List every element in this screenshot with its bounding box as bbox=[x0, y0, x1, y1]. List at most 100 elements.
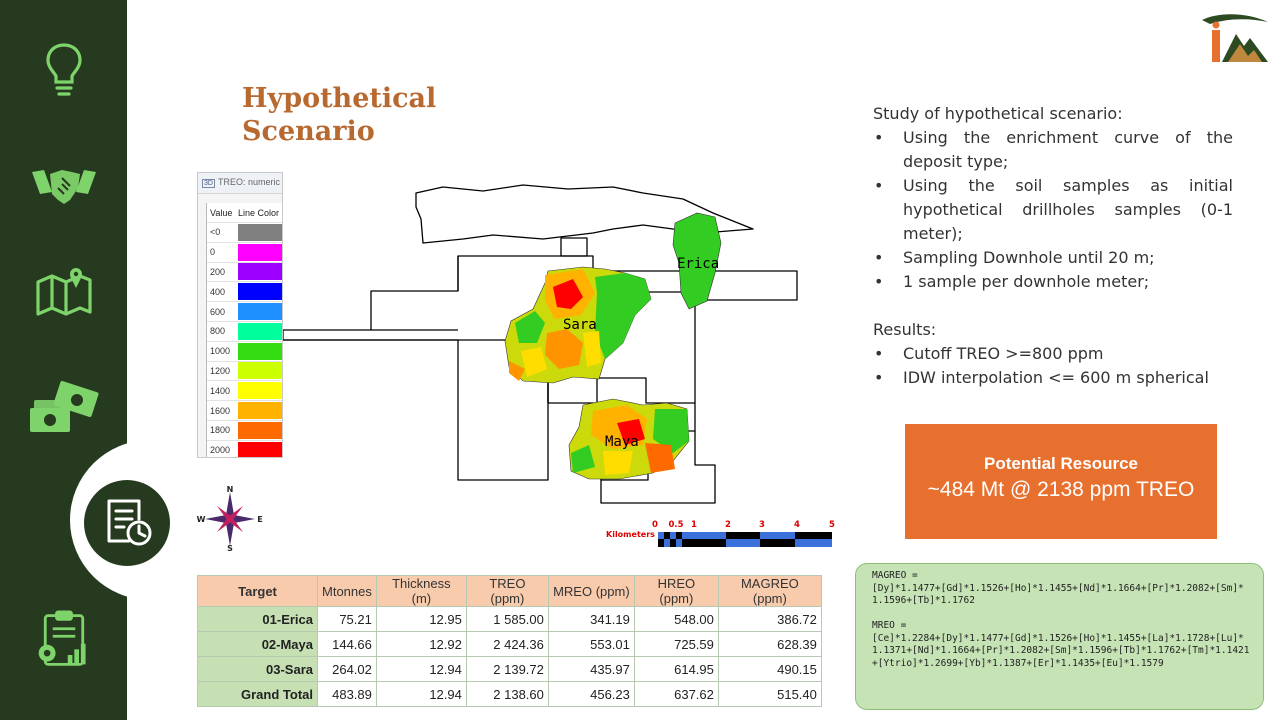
legend-table: Value Line Color <0 0 200 400 600 800 1000 1200… bbox=[206, 203, 282, 457]
legend-value: 1000 bbox=[210, 346, 231, 357]
legend-row: 1400 bbox=[207, 381, 282, 402]
maya-deposit bbox=[568, 398, 690, 480]
magreo-formula: [Dy]*1.1477+[Gd]*1.1526+[Ho]*1.1455+[Nd]… bbox=[872, 582, 1244, 607]
legend-value: 2000 bbox=[210, 445, 231, 456]
handshake-icon[interactable] bbox=[26, 158, 102, 218]
north-arrow-compass: N S W E bbox=[197, 485, 263, 553]
table-cell: 2 139.72 bbox=[465, 656, 549, 682]
clipboard-gear-chart-icon[interactable] bbox=[26, 610, 102, 670]
legend-row: 400 bbox=[207, 282, 282, 303]
legend-value: 800 bbox=[210, 326, 226, 337]
table-cell: 2 424.36 bbox=[465, 631, 549, 657]
active-section-indicator bbox=[84, 480, 170, 566]
sidebar bbox=[0, 0, 127, 720]
deposit-map: Erica Sara Maya bbox=[283, 184, 798, 504]
results-heading: Results: bbox=[873, 320, 937, 339]
table-cell: 75.21 bbox=[317, 606, 377, 632]
table-cell: 1 585.00 bbox=[465, 606, 549, 632]
study-list: Using the enrichment curve of the deposi… bbox=[873, 126, 1233, 294]
table-header-cell: MREO (ppm) bbox=[547, 575, 635, 607]
map-label-erica: Erica bbox=[677, 256, 719, 272]
map-boundary-small-notch bbox=[560, 237, 588, 257]
legend-swatch bbox=[238, 382, 282, 400]
legend-swatch bbox=[238, 303, 282, 321]
table-row: 03-Sara 264.02 12.94 2 139.72 435.97 614.95 49… bbox=[197, 656, 822, 682]
legend-row: 1000 bbox=[207, 342, 282, 362]
legend-value: 0 bbox=[210, 247, 216, 258]
map-boundary-west-2 bbox=[283, 330, 549, 481]
legend-row: <0 bbox=[207, 223, 282, 243]
table-cell: 553.01 bbox=[547, 631, 635, 657]
money-icon[interactable] bbox=[26, 380, 102, 440]
legend-swatch bbox=[238, 441, 282, 457]
table-header-cell: TREO (ppm) bbox=[465, 575, 549, 607]
table-cell: 725.59 bbox=[633, 631, 719, 657]
sara-deposit bbox=[504, 266, 652, 384]
legend-value: 1400 bbox=[210, 385, 231, 396]
scale-bar: 0 0.5 1 2 3 4 5 Kilometers bbox=[606, 520, 835, 547]
legend-row: 1600 bbox=[207, 401, 282, 421]
potential-resource-box: Potential Resource ~484 Mt @ 2138 ppm TR… bbox=[905, 424, 1217, 539]
table-cell: 12.94 bbox=[375, 681, 467, 707]
table-cell: 628.39 bbox=[717, 631, 822, 657]
legend-row: 800 bbox=[207, 322, 282, 342]
resource-table: Target Mtonnes Thickness (m) TREO (ppm) … bbox=[197, 575, 822, 707]
legend-value-header: Value bbox=[210, 207, 233, 218]
table-cell: 12.92 bbox=[375, 631, 467, 657]
table-cell: 515.40 bbox=[717, 681, 822, 707]
legend-swatch bbox=[238, 243, 282, 261]
list-item: Cutoff TREO >=800 ppm bbox=[873, 342, 1233, 366]
legend-value: 600 bbox=[210, 306, 226, 317]
legend-value: 1200 bbox=[210, 365, 231, 376]
map-icon[interactable] bbox=[26, 262, 102, 322]
table-header-row: Target Mtonnes Thickness (m) TREO (ppm) … bbox=[197, 575, 822, 607]
scale-unit-label: Kilometers bbox=[606, 530, 655, 539]
legend-swatch bbox=[238, 263, 282, 281]
table-row: 02-Maya 144.66 12.92 2 424.36 553.01 725.59 62… bbox=[197, 631, 822, 657]
magreo-label: MAGREO = bbox=[872, 570, 918, 581]
table-cell: 637.62 bbox=[633, 681, 719, 707]
legend-value: 1600 bbox=[210, 405, 231, 416]
table-cell: 490.15 bbox=[717, 656, 822, 682]
legend-row: 600 bbox=[207, 302, 282, 322]
table-header-cell: Target bbox=[197, 575, 318, 607]
table-cell: 12.94 bbox=[375, 656, 467, 682]
map-label-maya: Maya bbox=[605, 434, 639, 450]
table-cell: 456.23 bbox=[547, 681, 635, 707]
legend-value: <0 bbox=[210, 227, 221, 238]
formula-box: MAGREO = [Dy]*1.1477+[Gd]*1.1526+[Ho]*1.… bbox=[855, 563, 1264, 710]
study-heading: Study of hypothetical scenario: bbox=[873, 104, 1123, 123]
scale-tick-label: 4 bbox=[794, 520, 800, 530]
table-cell: 483.89 bbox=[317, 681, 377, 707]
legend-swatch bbox=[238, 402, 282, 420]
legend-value: 200 bbox=[210, 266, 226, 277]
compass-e: E bbox=[257, 515, 262, 524]
legend-header-row: Value Line Color bbox=[207, 203, 282, 223]
legend-row: 1200 bbox=[207, 362, 282, 382]
table-cell: 03-Sara bbox=[197, 656, 318, 682]
compass-n: N bbox=[227, 485, 234, 494]
compass-s: S bbox=[227, 544, 233, 553]
results-list: Cutoff TREO >=800 ppmIDW interpolation <… bbox=[873, 342, 1233, 390]
map-label-sara: Sara bbox=[563, 317, 597, 333]
lightbulb-icon[interactable] bbox=[26, 40, 102, 100]
legend-swatch bbox=[238, 223, 282, 241]
legend-swatch bbox=[238, 322, 282, 340]
table-header-cell: HREO (ppm) bbox=[633, 575, 719, 607]
legend-row: 200 bbox=[207, 263, 282, 283]
legend-swatch bbox=[238, 342, 282, 360]
table-cell: 341.19 bbox=[547, 606, 635, 632]
table-cell: 2 138.60 bbox=[465, 681, 549, 707]
legend-color-header: Line Color bbox=[238, 207, 280, 218]
table-cell: 12.95 bbox=[375, 606, 467, 632]
legend-title-text: TREO: numeric bbox=[217, 177, 280, 187]
legend-value: 400 bbox=[210, 286, 226, 297]
resource-title: Potential Resource bbox=[984, 454, 1138, 473]
erica-deposit bbox=[672, 212, 722, 310]
report-clock-icon[interactable] bbox=[99, 493, 159, 553]
table-cell: 01-Erica bbox=[197, 606, 318, 632]
legend-swatch bbox=[238, 283, 282, 301]
legend-swatch bbox=[238, 362, 282, 380]
company-logo bbox=[1202, 14, 1268, 62]
legend-row: 1800 bbox=[207, 421, 282, 441]
